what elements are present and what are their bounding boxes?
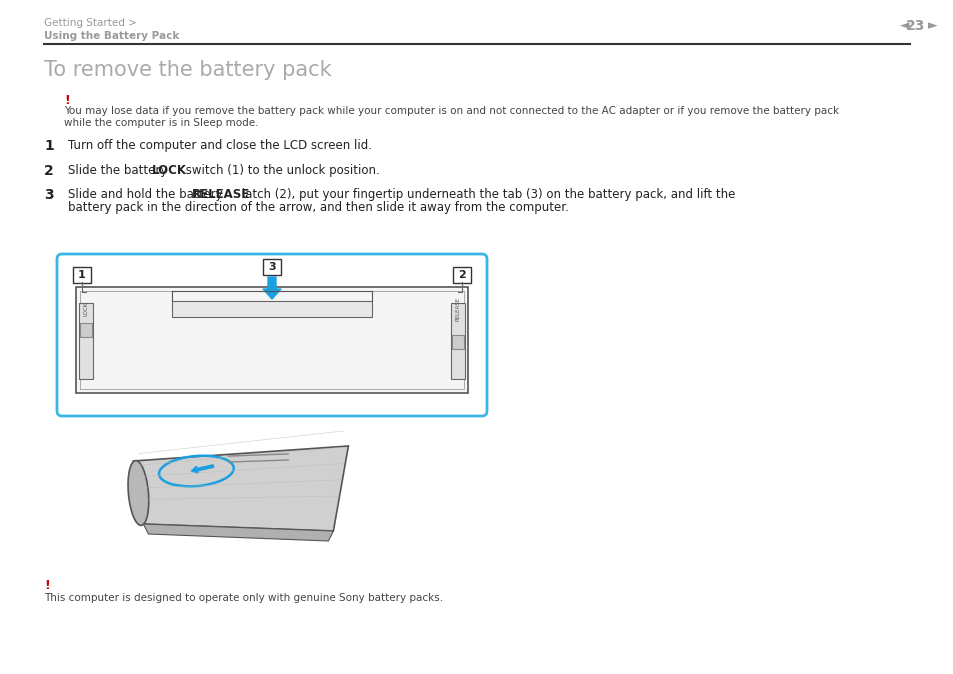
Text: ►: ► (927, 20, 937, 32)
Text: ◄: ◄ (899, 20, 908, 32)
Text: 1: 1 (44, 139, 53, 153)
Text: 2: 2 (457, 270, 465, 280)
Text: This computer is designed to operate only with genuine Sony battery packs.: This computer is designed to operate onl… (44, 593, 442, 603)
Text: !: ! (44, 579, 50, 592)
Text: while the computer is in Sleep mode.: while the computer is in Sleep mode. (64, 118, 258, 128)
Text: switch (1) to the unlock position.: switch (1) to the unlock position. (182, 164, 379, 177)
Bar (80, 324, 91, 337)
Bar (79, 303, 92, 379)
Ellipse shape (128, 460, 149, 526)
Text: 2: 2 (44, 164, 53, 178)
Text: Getting Started >: Getting Started > (44, 18, 136, 28)
FancyArrow shape (263, 277, 281, 299)
FancyBboxPatch shape (57, 254, 486, 416)
Polygon shape (143, 524, 333, 541)
Text: battery pack in the direction of the arrow, and then slide it away from the comp: battery pack in the direction of the arr… (68, 201, 568, 214)
FancyBboxPatch shape (73, 267, 91, 283)
Text: LOCK: LOCK (84, 302, 89, 316)
FancyArrow shape (192, 465, 213, 473)
Text: !: ! (64, 94, 70, 107)
Text: You may lose data if you remove the battery pack while your computer is on and n: You may lose data if you remove the batt… (64, 106, 839, 116)
Text: LOCK: LOCK (152, 164, 187, 177)
Text: Slide the battery: Slide the battery (68, 164, 171, 177)
FancyBboxPatch shape (453, 267, 471, 283)
Text: Turn off the computer and close the LCD screen lid.: Turn off the computer and close the LCD … (68, 139, 372, 152)
Text: 3: 3 (268, 262, 275, 272)
Bar (80, 291, 463, 389)
Text: To remove the battery pack: To remove the battery pack (44, 60, 332, 80)
Text: Using the Battery Pack: Using the Battery Pack (44, 31, 179, 41)
Text: 23: 23 (905, 19, 924, 33)
Bar (172, 301, 372, 317)
Bar (452, 334, 463, 348)
Text: RELEASE: RELEASE (455, 297, 460, 321)
Text: 3: 3 (44, 188, 53, 202)
Text: latch (2), put your fingertip underneath the tab (3) on the battery pack, and li: latch (2), put your fingertip underneath… (237, 188, 735, 201)
Text: Slide and hold the battery: Slide and hold the battery (68, 188, 226, 201)
Text: RELEASE: RELEASE (192, 188, 250, 201)
Polygon shape (133, 446, 348, 531)
Text: 1: 1 (78, 270, 86, 280)
Bar (76, 287, 468, 393)
FancyBboxPatch shape (263, 259, 281, 275)
Bar (451, 303, 464, 379)
